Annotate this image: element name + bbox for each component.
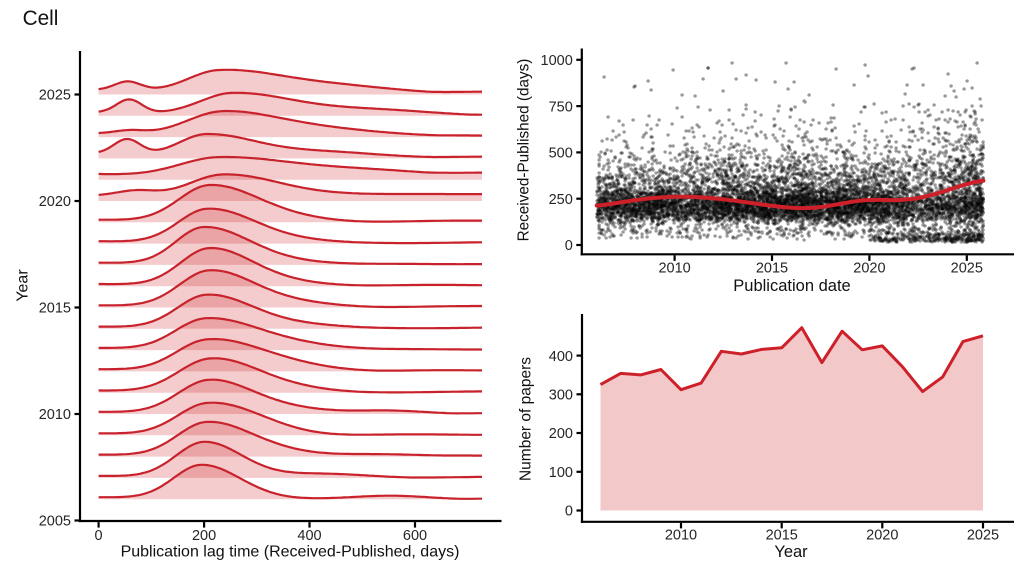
svg-text:0: 0 (565, 504, 573, 520)
svg-text:400: 400 (549, 349, 573, 365)
svg-text:2010: 2010 (658, 260, 690, 276)
svg-text:0: 0 (565, 238, 573, 254)
svg-text:Number of papers: Number of papers (518, 357, 535, 481)
svg-text:200: 200 (192, 528, 216, 544)
svg-text:Publication lag time (Received: Publication lag time (Received-Published… (121, 544, 460, 561)
svg-text:2025: 2025 (951, 260, 983, 276)
svg-text:600: 600 (403, 528, 427, 544)
svg-text:Year: Year (774, 543, 808, 561)
svg-text:2020: 2020 (39, 194, 71, 210)
svg-text:400: 400 (297, 528, 321, 544)
svg-text:Cell: Cell (23, 7, 59, 30)
svg-text:2020: 2020 (866, 528, 898, 544)
svg-text:1000: 1000 (541, 53, 573, 69)
svg-text:0: 0 (95, 528, 103, 544)
svg-text:2025: 2025 (967, 528, 999, 544)
svg-text:2015: 2015 (39, 301, 71, 317)
svg-text:2005: 2005 (39, 514, 71, 530)
svg-text:750: 750 (549, 99, 573, 115)
svg-text:Year: Year (15, 269, 32, 302)
svg-text:250: 250 (549, 192, 573, 208)
svg-text:2010: 2010 (39, 407, 71, 423)
svg-text:500: 500 (549, 146, 573, 162)
svg-text:200: 200 (549, 426, 573, 442)
svg-text:300: 300 (549, 388, 573, 404)
svg-text:Received-Published (days): Received-Published (days) (516, 59, 533, 242)
svg-text:2020: 2020 (853, 260, 885, 276)
svg-text:Publication date: Publication date (733, 277, 850, 295)
svg-text:2025: 2025 (39, 88, 71, 104)
svg-text:2015: 2015 (766, 528, 798, 544)
svg-text:100: 100 (549, 465, 573, 481)
svg-text:2015: 2015 (756, 260, 788, 276)
svg-text:2010: 2010 (665, 528, 697, 544)
